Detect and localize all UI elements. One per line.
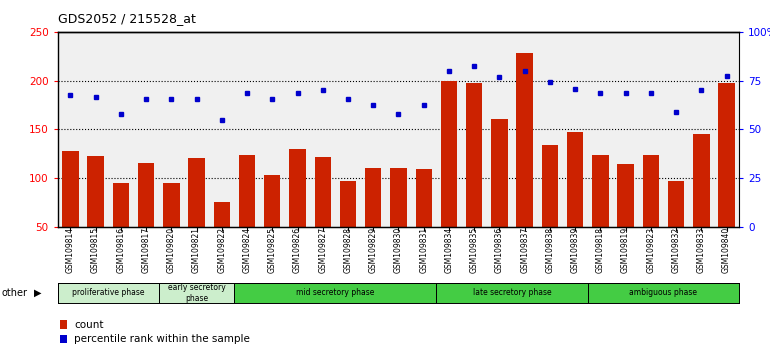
Bar [163,183,179,227]
Bar [437,283,588,303]
Text: count: count [74,320,103,330]
Bar [365,168,381,227]
Text: GDS2052 / 215528_at: GDS2052 / 215528_at [58,12,196,25]
Text: GSM109840: GSM109840 [722,227,731,273]
Text: proliferative phase: proliferative phase [72,289,145,297]
Bar [239,154,255,227]
Text: GSM109838: GSM109838 [545,227,554,273]
Bar [62,151,79,227]
Bar [440,81,457,227]
Bar [390,168,407,227]
Text: GSM109825: GSM109825 [268,227,276,273]
Text: ambiguous phase: ambiguous phase [630,289,698,297]
Text: GSM109815: GSM109815 [91,227,100,273]
Bar [290,149,306,227]
Bar [213,202,230,227]
Text: GSM109826: GSM109826 [293,227,302,273]
Text: GSM109823: GSM109823 [646,227,655,273]
Bar [517,53,533,227]
Bar [466,84,482,227]
Bar [58,283,159,303]
Text: GSM109834: GSM109834 [444,227,454,273]
Text: other: other [2,288,28,298]
Bar [340,181,357,227]
Text: GSM109819: GSM109819 [621,227,630,273]
Text: GSM109829: GSM109829 [369,227,378,273]
Text: GSM109837: GSM109837 [521,227,529,273]
Text: ▶: ▶ [34,288,42,298]
Text: GSM109818: GSM109818 [596,227,605,273]
Bar [567,132,584,227]
Text: GSM109839: GSM109839 [571,227,580,273]
Text: GSM109820: GSM109820 [167,227,176,273]
Bar [189,159,205,227]
Text: GSM109816: GSM109816 [116,227,126,273]
Text: GSM109833: GSM109833 [697,227,706,273]
Bar [718,84,735,227]
Text: GSM109836: GSM109836 [495,227,504,273]
Bar [234,283,437,303]
Bar [88,156,104,227]
Bar [112,183,129,227]
Bar [159,283,234,303]
Text: GSM109835: GSM109835 [470,227,479,273]
Text: GSM109827: GSM109827 [318,227,327,273]
Bar [693,134,709,227]
Bar [138,163,154,227]
Text: GSM109822: GSM109822 [217,227,226,273]
Text: GSM109817: GSM109817 [142,227,151,273]
Text: GSM109831: GSM109831 [419,227,428,273]
Bar [588,283,739,303]
Text: GSM109830: GSM109830 [394,227,403,273]
Bar [416,169,432,227]
Text: early secretory
phase: early secretory phase [168,283,226,303]
Text: mid secretory phase: mid secretory phase [296,289,374,297]
Text: GSM109824: GSM109824 [243,227,252,273]
Bar [592,154,608,227]
Bar [542,145,558,227]
Bar [264,175,280,227]
Bar [491,119,507,227]
Bar [668,181,685,227]
Text: GSM109828: GSM109828 [343,227,353,273]
Bar [315,158,331,227]
Text: GSM109814: GSM109814 [66,227,75,273]
Text: percentile rank within the sample: percentile rank within the sample [74,334,249,344]
Text: GSM109832: GSM109832 [671,227,681,273]
Bar [643,154,659,227]
Text: GSM109821: GSM109821 [192,227,201,273]
Bar [618,164,634,227]
Text: late secretory phase: late secretory phase [473,289,551,297]
